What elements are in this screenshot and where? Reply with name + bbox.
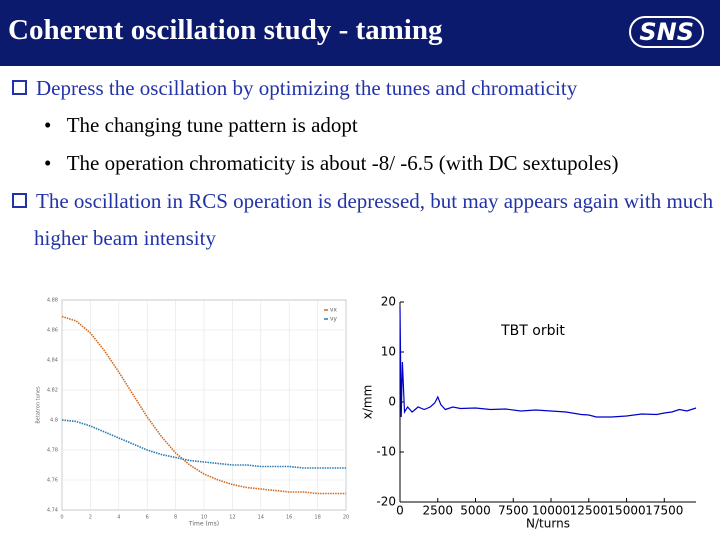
logo: SNS bbox=[629, 16, 704, 48]
bullet: Depress the oscillation by optimizing th… bbox=[12, 70, 712, 107]
series-line bbox=[61, 315, 346, 495]
legend-label: νy bbox=[330, 316, 337, 323]
x-tick-label: 10 bbox=[201, 515, 207, 521]
x-tick-label: 6 bbox=[146, 515, 149, 521]
y-tick-label: 4.82 bbox=[47, 388, 58, 394]
x-tick-label: 2500 bbox=[422, 504, 453, 518]
x-tick-label: 20 bbox=[343, 515, 349, 521]
y-axis-label: x/mm bbox=[361, 385, 375, 420]
x-tick-label: 0 bbox=[396, 504, 404, 518]
y-tick-label: 4.88 bbox=[47, 298, 58, 304]
x-axis-label: N/turns bbox=[526, 517, 570, 531]
y-tick-label: 10 bbox=[381, 345, 396, 359]
y-tick-label: 4.74 bbox=[47, 508, 58, 514]
x-tick-label: 5000 bbox=[460, 504, 491, 518]
bullet: The oscillation in RCS operation is depr… bbox=[12, 183, 720, 257]
y-tick-label: -20 bbox=[376, 495, 396, 509]
sub-bullet: • The changing tune pattern is adopt bbox=[44, 113, 358, 137]
y-tick-label: 4.8 bbox=[50, 418, 58, 424]
x-tick-label: 14 bbox=[258, 515, 264, 521]
y-axis-label: Betatron tunes bbox=[36, 386, 42, 424]
x-tick-label: 15000 bbox=[607, 504, 645, 518]
y-tick-label: 4.76 bbox=[47, 478, 58, 484]
x-tick-label: 10000 bbox=[532, 504, 570, 518]
sub-bullet-text: The operation chromaticity is about -8/ … bbox=[66, 151, 619, 175]
x-tick-label: 12 bbox=[229, 515, 235, 521]
sub-bullet-text: The changing tune pattern is adopt bbox=[66, 113, 358, 137]
x-tick-label: 16 bbox=[286, 515, 292, 521]
y-tick-label: 4.84 bbox=[47, 358, 58, 364]
y-tick-label: 4.86 bbox=[47, 328, 58, 334]
bullet-text: The oscillation in RCS operation is depr… bbox=[34, 189, 714, 250]
legend-label: νx bbox=[330, 307, 337, 314]
x-tick-label: 0 bbox=[60, 515, 63, 521]
y-tick-label: 20 bbox=[381, 295, 396, 309]
bullet-text: Depress the oscillation by optimizing th… bbox=[36, 76, 578, 100]
x-tick-label: 4 bbox=[117, 515, 120, 521]
series-line bbox=[61, 419, 346, 469]
header-bar: Coherent oscillation study - taming SNS bbox=[0, 0, 720, 66]
x-tick-label: 8 bbox=[174, 515, 177, 521]
x-tick-label: 12500 bbox=[570, 504, 608, 518]
x-tick-label: 7500 bbox=[498, 504, 529, 518]
y-tick-label: 0 bbox=[388, 395, 396, 409]
x-axis-label: Time (ms) bbox=[188, 521, 219, 528]
sub-bullet: • The operation chromaticity is about -8… bbox=[44, 151, 619, 175]
x-tick-label: 18 bbox=[314, 515, 320, 521]
series-line bbox=[399, 306, 697, 418]
title: Coherent oscillation study - taming bbox=[8, 14, 443, 46]
annotation: TBT orbit bbox=[500, 323, 565, 339]
y-tick-label: -10 bbox=[376, 445, 396, 459]
x-tick-label: 2 bbox=[89, 515, 92, 521]
x-tick-label: 17500 bbox=[645, 504, 683, 518]
y-tick-label: 4.78 bbox=[47, 448, 58, 454]
